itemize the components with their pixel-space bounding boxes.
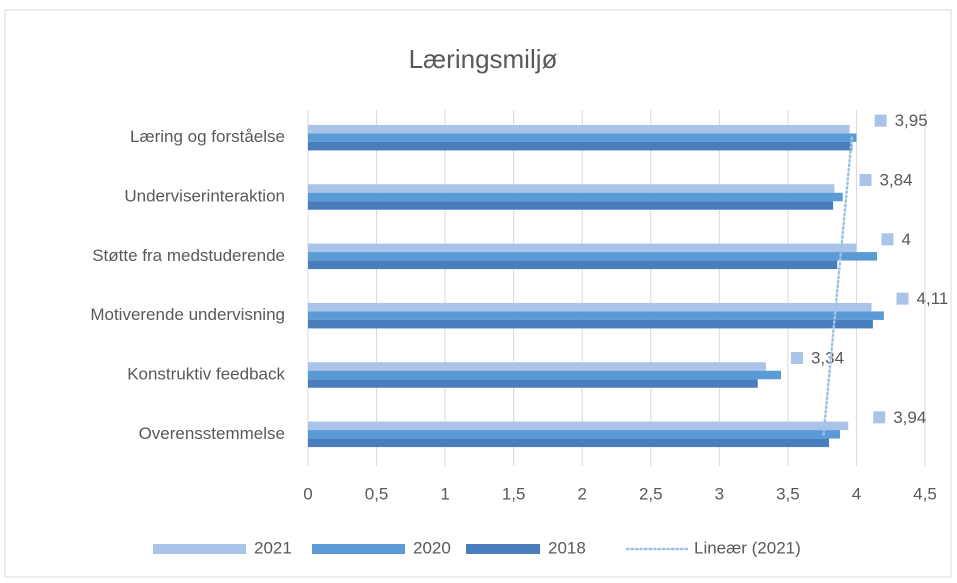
bar: [308, 379, 758, 388]
bar: [308, 362, 766, 371]
data-label: 4: [901, 230, 910, 249]
x-tick-label: 1: [440, 484, 449, 503]
data-label: 3,94: [893, 408, 926, 427]
data-label-marker: [874, 114, 887, 127]
chart-border: [4, 9, 952, 578]
data-label: 4,11: [917, 289, 949, 308]
x-tick-label: 4,5: [913, 484, 937, 503]
data-label-marker: [896, 292, 909, 305]
bar: [308, 311, 884, 320]
data-label: 3,84: [880, 170, 913, 189]
legend-label: 2021: [254, 538, 292, 557]
data-label-marker: [859, 174, 872, 186]
data-label: 3,34: [811, 348, 844, 367]
x-tick-label: 3,5: [776, 484, 800, 503]
y-tick-label: Læring og forståelse: [130, 127, 285, 146]
legend-swatch: [312, 544, 405, 554]
bar: [308, 184, 835, 193]
data-label-marker: [873, 411, 886, 424]
bar: [308, 430, 840, 439]
y-tick-label: Overensstemmelse: [139, 424, 285, 443]
bar: [308, 133, 857, 142]
bar: [308, 370, 782, 380]
bar: [308, 243, 857, 253]
trendline: [822, 136, 854, 436]
legend-swatch: [153, 544, 246, 554]
data-label-marker: [790, 352, 803, 364]
bar: [308, 302, 872, 312]
y-tick-label: Konstruktiv feedback: [127, 364, 285, 383]
legend-label: 2020: [413, 538, 451, 557]
x-tick-label: 3: [715, 484, 724, 503]
bar: [308, 201, 834, 210]
x-tick-label: 0: [303, 484, 312, 503]
y-tick-label: Underviserinteraktion: [124, 186, 285, 205]
x-tick-label: 4: [852, 484, 861, 503]
legend-swatch: [466, 544, 540, 554]
data-label: 3,95: [895, 111, 928, 130]
bar: [308, 252, 878, 261]
bar: [308, 141, 853, 151]
x-tick-label: 2,5: [639, 484, 663, 503]
legend-label: 2018: [548, 538, 586, 557]
y-tick-label: Motiverende undervisning: [90, 305, 285, 324]
bar: [308, 192, 843, 202]
bar: [308, 438, 830, 448]
y-tick-label: Støtte fra medstuderende: [92, 246, 285, 265]
x-tick-label: 0,5: [365, 484, 389, 503]
bar: [308, 124, 850, 134]
bar: [308, 319, 873, 329]
legend-label: Lineær (2021): [694, 538, 801, 557]
data-label-marker: [881, 233, 894, 246]
chart-title: Læringsmiljø: [409, 44, 558, 74]
x-tick-label: 2: [577, 484, 586, 503]
x-tick-label: 1,5: [502, 484, 526, 503]
bar: [308, 421, 849, 431]
bar: [308, 260, 838, 270]
